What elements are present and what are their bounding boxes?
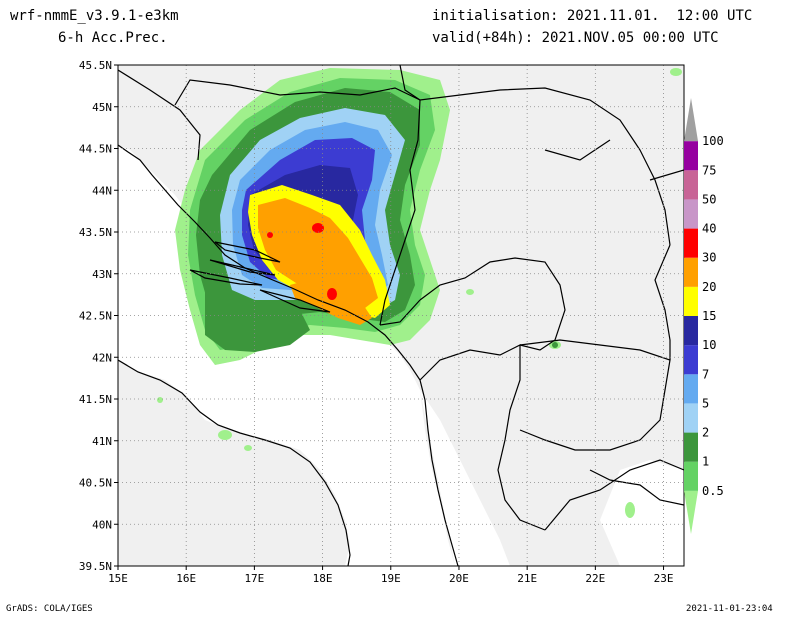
colorbar-segment <box>684 374 698 404</box>
tick-marks <box>114 64 665 570</box>
lat-tick-label: 43N <box>92 268 112 281</box>
lon-tick-label: 19E <box>381 572 401 585</box>
colorbar-segment <box>684 257 698 287</box>
precip-red-south <box>327 288 337 300</box>
aegean-sea <box>600 460 684 566</box>
lon-tick-label: 18E <box>313 572 333 585</box>
colorbar-level-label: 15 <box>702 309 716 323</box>
colorbar-segment <box>684 228 698 258</box>
plot-timestamp: 2021-11-01-23:04 <box>686 604 773 614</box>
colorbar-level-label: 75 <box>702 163 716 177</box>
lon-tick-label: 17E <box>244 572 264 585</box>
lon-tick-label: 21E <box>517 572 537 585</box>
lat-tick-label: 42N <box>92 351 112 364</box>
colorbar-segment <box>684 98 698 142</box>
colorbar-level-label: 5 <box>702 396 709 410</box>
colorbar-level-label: 7 <box>702 367 709 381</box>
colorbar <box>684 98 698 534</box>
precip-green-adriatic <box>205 285 310 352</box>
lat-tick-label: 40N <box>92 518 112 531</box>
colorbar-segment <box>684 316 698 346</box>
valid-time: valid(+84h): 2021.NOV.05 00:00 UTC <box>432 30 719 46</box>
grads-credit: GrADS: COLA/IGES <box>6 604 93 614</box>
colorbar-level-label: 10 <box>702 338 716 352</box>
colorbar-segment <box>684 286 698 316</box>
ionian-sea <box>420 390 510 566</box>
colorbar-segment <box>684 141 698 171</box>
lat-tick-label: 41.5N <box>79 393 112 406</box>
colorbar-level-label: 1 <box>702 455 709 469</box>
lon-tick-label: 22E <box>585 572 605 585</box>
model-title: wrf-nmmE_v3.9.1-e3km <box>10 8 179 24</box>
italy-land <box>118 360 350 566</box>
colorbar-segment <box>684 432 698 462</box>
lat-tick-label: 44.5N <box>79 143 112 156</box>
colorbar-labels: 0.5 1 2 5 7 10 15 20 30 40 50 75 100 <box>702 134 724 498</box>
colorbar-level-label: 20 <box>702 280 716 294</box>
precip-orange <box>258 198 378 308</box>
lat-tick-label: 44N <box>92 184 112 197</box>
colorbar-level-label: 40 <box>702 222 716 236</box>
init-value: 2021.11.01. 12:00 UTC <box>566 8 753 24</box>
colorbar-segment <box>684 199 698 229</box>
lon-tick-label: 20E <box>449 572 469 585</box>
lon-tick-label: 16E <box>176 572 196 585</box>
init-label: initialisation: <box>432 8 559 24</box>
lat-tick-label: 45N <box>92 101 112 114</box>
colorbar-level-label: 50 <box>702 192 716 206</box>
field-title: 6-h Acc.Prec. <box>58 30 168 46</box>
colorbar-segment <box>684 461 698 491</box>
colorbar-segment <box>684 403 698 433</box>
colorbar-level-label: 30 <box>702 251 716 265</box>
lat-tick-label: 45.5N <box>79 59 112 72</box>
lat-tick-label: 42.5N <box>79 310 112 323</box>
colorbar-segment <box>684 490 698 534</box>
valid-value: 2021.NOV.05 00:00 UTC <box>541 30 719 46</box>
lat-tick-label: 40.5N <box>79 477 112 490</box>
latitude-labels: 39.5N 40N 40.5N 41N 41.5N 42N 42.5N 43N 43.5N 44N… <box>79 59 112 573</box>
colorbar-level-label: 2 <box>702 426 709 440</box>
longitude-labels: 15E 16E 17E 18E 19E 20E 21E 22E 23E <box>108 572 673 585</box>
valid-label: valid(+84h): <box>432 30 534 46</box>
coastlines-borders <box>118 65 684 566</box>
map-content <box>118 65 684 566</box>
precip-red-small <box>267 232 273 238</box>
lon-tick-label: 23E <box>654 572 674 585</box>
lat-tick-label: 39.5N <box>79 560 112 573</box>
precip-red-north <box>312 223 324 233</box>
colorbar-level-label: 100 <box>702 134 724 148</box>
colorbar-segment <box>684 345 698 375</box>
precip-green-kosovo-edge <box>552 342 558 348</box>
precip-scattered-cells <box>157 68 682 518</box>
lat-tick-label: 41N <box>92 435 112 448</box>
colorbar-level-label: 0.5 <box>702 484 724 498</box>
colorbar-segment <box>684 170 698 200</box>
lon-tick-label: 15E <box>108 572 128 585</box>
lat-tick-label: 43.5N <box>79 226 112 239</box>
initialisation-time: initialisation: 2021.11.01. 12:00 UTC <box>432 8 752 24</box>
